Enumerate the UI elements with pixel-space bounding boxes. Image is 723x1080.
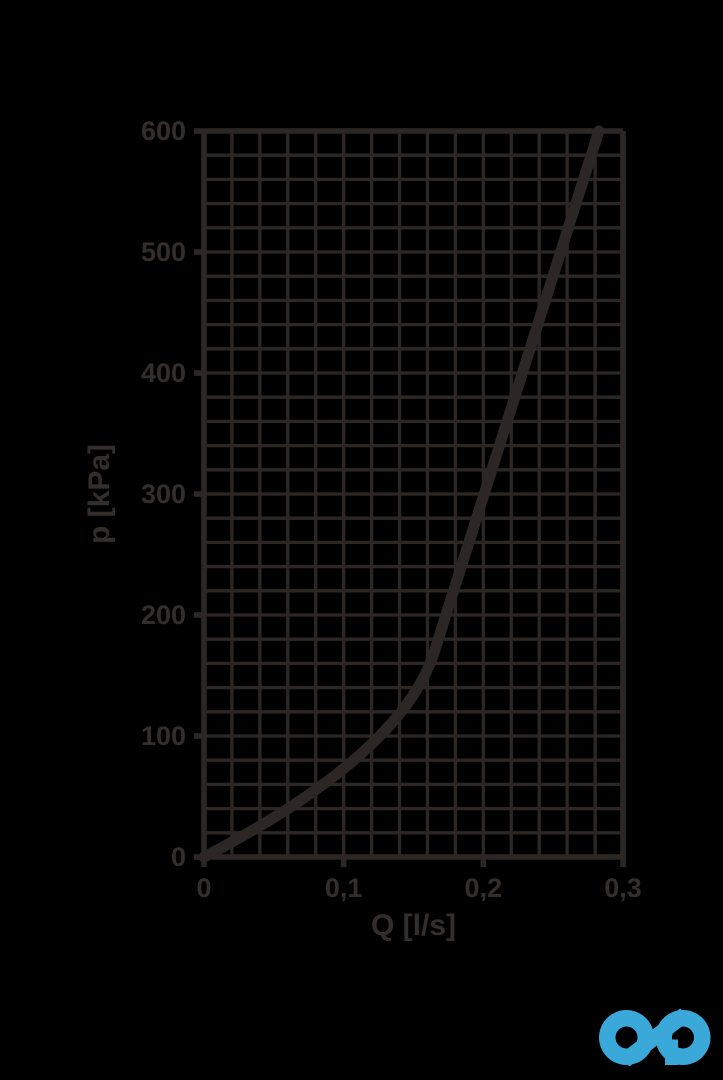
svg-text:0,3: 0,3 [604, 873, 642, 903]
svg-text:600: 600 [141, 116, 186, 146]
svg-text:300: 300 [141, 479, 186, 509]
svg-text:p [kPa]: p [kPa] [83, 444, 116, 544]
svg-text:Q [l/s]: Q [l/s] [371, 909, 456, 942]
svg-text:0: 0 [196, 873, 211, 903]
svg-text:200: 200 [141, 600, 186, 630]
svg-text:500: 500 [141, 237, 186, 267]
svg-text:0,1: 0,1 [325, 873, 363, 903]
svg-text:100: 100 [141, 721, 186, 751]
svg-text:0,2: 0,2 [465, 873, 503, 903]
svg-text:0: 0 [171, 842, 186, 872]
svg-text:400: 400 [141, 358, 186, 388]
